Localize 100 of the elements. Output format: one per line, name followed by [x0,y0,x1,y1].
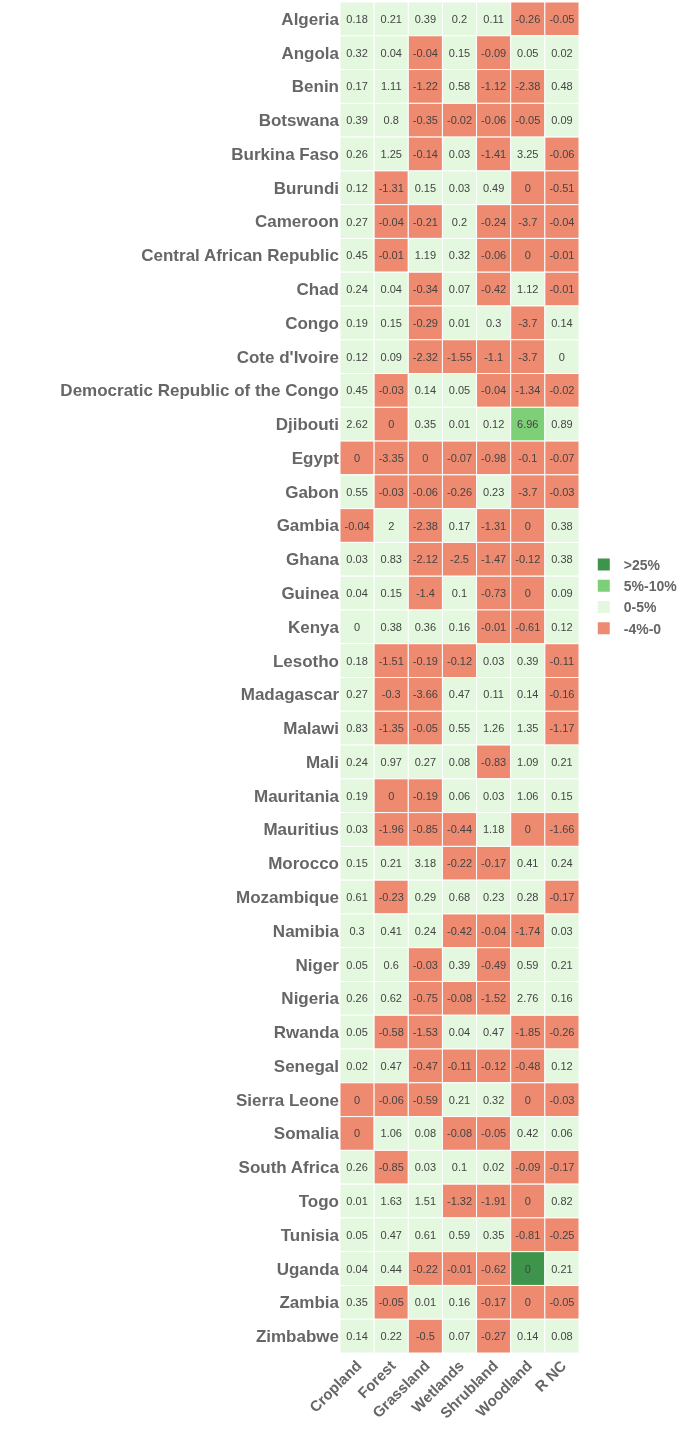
data-label: 0.35 [414,418,437,431]
data-label: -0.02 [549,384,575,397]
data-label: 0.45 [346,384,368,397]
data-label: -0.83 [481,755,507,768]
data-label: 0 [388,789,395,802]
data-label: 0.16 [448,1296,471,1309]
data-label: 0.1 [451,1161,468,1174]
legend-label: -4%-0 [623,620,662,637]
data-label: -0.12 [446,654,473,667]
data-label: -3.35 [378,451,404,464]
data-label: 0 [354,620,361,633]
data-label: -0.73 [481,587,507,600]
data-label: -0.26 [515,12,541,25]
data-label: -0.11 [447,1059,472,1072]
data-label: 0.6 [383,958,399,971]
data-label: 0.04 [380,46,402,59]
data-label: 0.03 [551,924,573,937]
data-label: -1.51 [378,654,404,667]
data-label: 3.18 [414,857,437,870]
data-label: 1.06 [380,1127,402,1140]
data-label: -0.47 [412,1059,438,1072]
data-label: 0.3 [485,316,502,329]
data-label: 0.39 [448,958,471,971]
data-label: 0.16 [551,992,573,1005]
data-label: -2.12 [412,553,438,566]
y-tick-label: Chad [296,280,339,300]
data-label: -0.44 [446,823,473,836]
data-label: -0.61 [515,620,541,633]
data-label: -1.47 [481,553,507,566]
data-label: 0.49 [482,181,505,194]
data-label: -1.17 [549,722,575,735]
y-tick-label: Lesotho [272,651,339,671]
y-tick-label: Botswana [258,111,340,131]
data-label: 0.61 [414,1228,437,1241]
data-label: -0.06 [412,485,438,498]
data-label: -0.01 [549,249,575,262]
data-label: 0.08 [448,755,471,768]
data-label: 0.15 [414,181,437,194]
data-label: -2.38 [412,519,438,532]
data-label: 0.47 [448,688,471,701]
data-label: 0.47 [482,1026,505,1039]
data-label: -1.52 [481,992,507,1005]
y-tick-label: Algeria [281,9,340,29]
data-label: -0.48 [515,1059,541,1072]
data-label: -0.04 [412,46,438,59]
data-label: -1.96 [378,823,404,836]
x-tick-label: R NC [531,1356,570,1395]
y-tick-label: South Africa [238,1158,340,1178]
y-tick-label: Guinea [281,584,340,604]
data-label: 2.76 [517,992,539,1005]
data-label: -0.05 [378,1296,404,1309]
data-label: -0.04 [378,215,404,228]
data-label: 0.44 [380,1262,402,1275]
data-label: -1.91 [481,1195,507,1208]
data-label: 0.07 [448,283,471,296]
data-label: 0.42 [517,1127,539,1140]
data-label: -1.53 [412,1026,438,1039]
data-label: 0.24 [346,755,368,768]
data-label: -0.09 [481,46,507,59]
data-label: -0.01 [378,249,404,262]
data-label: -0.22 [412,1262,438,1275]
data-label: 0 [524,587,531,600]
data-label: -0.04 [481,384,507,397]
data-label: 0.04 [346,587,368,600]
data-label: 0.03 [448,181,471,194]
data-label: -0.3 [381,688,401,701]
data-label: 2 [388,519,395,532]
data-label: 0.15 [380,316,402,329]
data-label: 0.03 [346,553,368,566]
data-label: 0.38 [380,620,402,633]
data-label: -0.03 [378,485,404,498]
y-tick-label: Ghana [286,550,340,570]
data-label: -0.75 [412,992,438,1005]
data-label: 0.05 [346,1228,368,1241]
data-label: 1.19 [414,249,437,262]
y-tick-label: Namibia [272,921,340,941]
data-label: -3.7 [518,215,538,228]
data-label: 0.01 [414,1296,437,1309]
data-label: 0.02 [482,1161,505,1174]
data-label: 0.45 [346,249,368,262]
y-tick-label: Angola [281,43,340,63]
data-label: 0.01 [448,418,471,431]
data-label: -1.31 [378,181,404,194]
data-label: -0.05 [412,722,438,735]
data-label: -0.01 [446,1262,473,1275]
data-label: -1.34 [515,384,541,397]
data-label: 0.32 [482,1093,505,1106]
data-label: -0.11 [549,654,575,667]
y-tick-label: Gabon [285,482,339,502]
data-label: 0.28 [517,891,539,904]
data-label: 0 [524,823,531,836]
y-tick-label: Congo [285,313,339,333]
data-label: -0.08 [446,992,473,1005]
data-label: 0 [524,1195,531,1208]
data-label: -0.05 [481,1127,507,1140]
data-label: 0.22 [380,1330,402,1343]
data-label: -0.59 [412,1093,438,1106]
data-label: -0.03 [378,384,404,397]
y-tick-label: Djibouti [275,415,339,435]
data-label: 0.39 [517,654,539,667]
